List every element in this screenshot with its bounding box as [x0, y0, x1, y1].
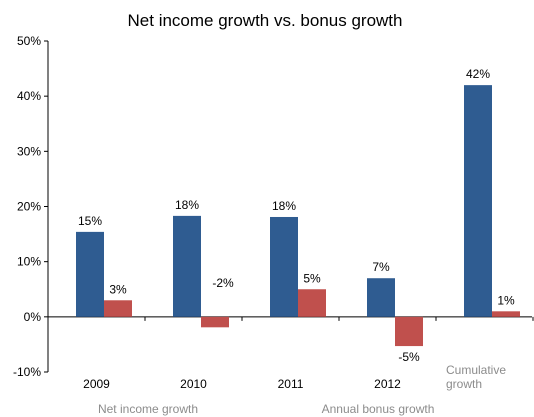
data-label: -2%: [212, 276, 234, 290]
data-label: 1%: [497, 293, 515, 307]
bonus-bar: [492, 311, 520, 317]
bonus-bar: [201, 316, 229, 328]
y-tick-label: 10%: [17, 255, 41, 269]
data-label: 3%: [109, 282, 127, 296]
y-tick-label: 0%: [24, 310, 42, 324]
y-axis: -10% 0% 10% 20% 30% 40% 50%: [13, 34, 49, 379]
x-category-label: 2011: [278, 377, 304, 391]
chart-title: Net income growth vs. bonus growth: [128, 11, 403, 30]
legend: Net income growth Annual bonus growth: [98, 402, 434, 416]
y-tick-label: 50%: [17, 34, 41, 48]
y-tick-label: 30%: [17, 144, 41, 158]
x-category-label: 2012: [374, 377, 401, 391]
y-tick-label: 20%: [17, 200, 41, 214]
x-category-label: Cumulative growth: [446, 363, 506, 391]
data-label: 18%: [175, 198, 199, 212]
data-labels: 15% 18% 18% 7% 42% 3% -2% 5% -5% 1%: [78, 67, 515, 364]
y-tick-label: -10%: [13, 365, 41, 379]
bonus-bar: [104, 300, 132, 317]
data-label: 7%: [372, 260, 390, 274]
data-label: 18%: [272, 199, 296, 213]
y-tick-label: 40%: [17, 89, 41, 103]
data-label: 15%: [78, 214, 102, 228]
bonus-bar: [395, 316, 423, 347]
bonus-bar: [298, 289, 326, 317]
legend-label: Annual bonus growth: [322, 402, 435, 416]
legend-label: Net income growth: [98, 402, 198, 416]
data-label: 42%: [466, 67, 490, 81]
net-income-bar: [367, 278, 395, 317]
net-income-bar: [464, 85, 492, 317]
net-income-bar: [76, 231, 104, 317]
net-income-bar: [173, 215, 201, 317]
data-label: -5%: [398, 350, 420, 364]
x-category-label: 2010: [180, 377, 207, 391]
x-axis: 2009 2010 2011 2012 Cumulative growth: [48, 316, 534, 391]
net-income-bar: [270, 216, 298, 317]
data-label: 5%: [303, 271, 321, 285]
x-category-label: 2009: [83, 377, 110, 391]
bars: [76, 85, 520, 347]
